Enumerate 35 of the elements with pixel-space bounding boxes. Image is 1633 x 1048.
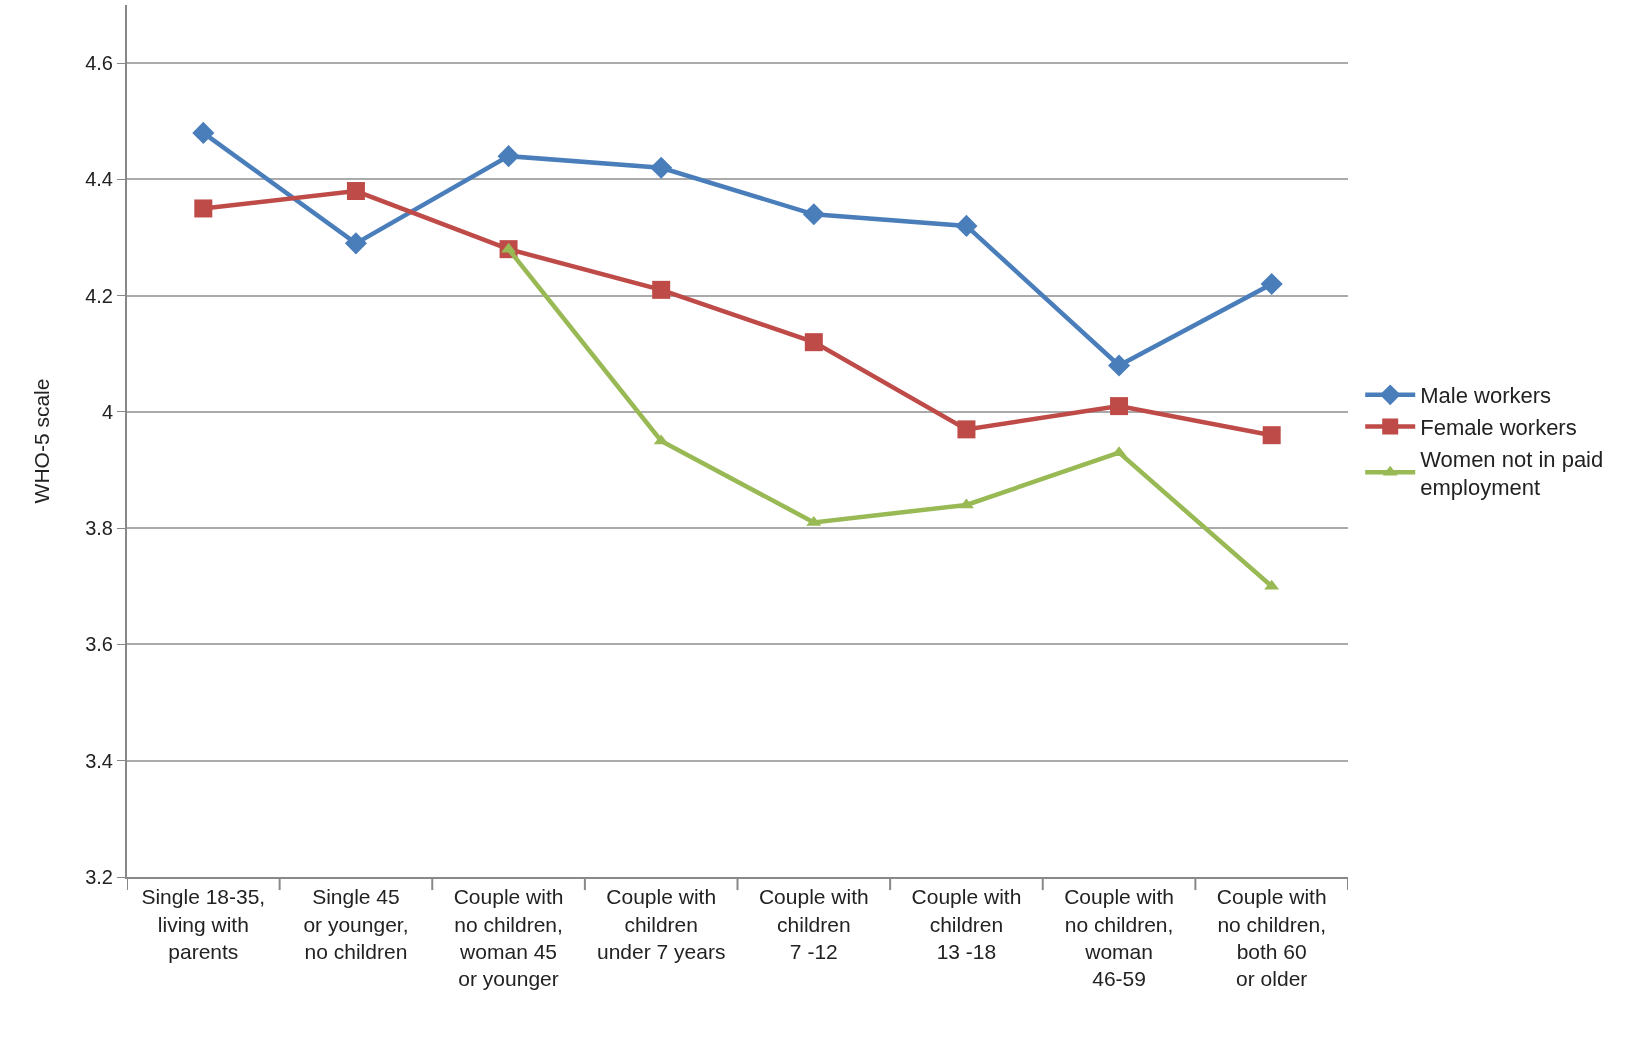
y-tick-label: 4	[101, 400, 113, 423]
y-axis-title: WHO-5 scale	[29, 378, 53, 504]
point	[957, 420, 976, 439]
y-tick-label: 3.8	[85, 517, 113, 540]
x-tick-label: Couple with no children, woman 45 or younger	[453, 885, 564, 991]
point	[194, 199, 213, 218]
point	[192, 121, 215, 144]
x-tick-label: Couple with children under 7 years	[596, 885, 726, 963]
point	[1260, 272, 1283, 296]
point	[650, 156, 673, 179]
point	[1110, 397, 1129, 416]
x-tick-label: Single 45 or younger, no children	[303, 885, 409, 963]
x-tick-label: Couple with no children, woman 46-59	[1064, 885, 1174, 991]
point	[955, 214, 978, 237]
point	[802, 203, 825, 226]
point	[804, 333, 823, 352]
legend-label: Female workers	[1420, 414, 1577, 440]
y-tick-label: 3.6	[85, 633, 113, 656]
point	[497, 145, 520, 168]
y-tick-label: 4.6	[85, 52, 113, 75]
x-tick-label: Couple with children 13 -18	[911, 885, 1022, 963]
x-tick-label: Couple with children 7 -12	[758, 885, 869, 963]
x-tick-label: Couple with no children, both 60 or older	[1216, 885, 1327, 991]
legend-label: Women not in paid employment	[1420, 446, 1604, 501]
x-tick-label: Single 18-35, living with parents	[141, 885, 266, 963]
point	[1262, 426, 1281, 445]
point	[652, 280, 671, 299]
legend-label: Male workers	[1420, 383, 1552, 409]
point	[344, 232, 367, 255]
point	[346, 182, 365, 201]
y-tick-label: 3.2	[85, 866, 113, 888]
y-tick-label: 4.2	[85, 284, 113, 307]
point	[1108, 354, 1131, 377]
y-tick-label: 3.4	[85, 749, 113, 772]
y-tick-label: 4.4	[85, 168, 113, 191]
